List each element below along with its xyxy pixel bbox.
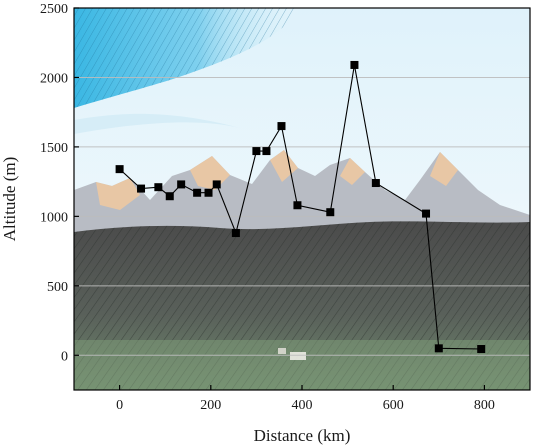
data-point	[165, 192, 174, 201]
x-tick-label: 800	[474, 398, 495, 413]
data-point	[231, 229, 240, 238]
x-tick-label: 0	[116, 398, 123, 413]
y-tick-label: 500	[47, 280, 68, 295]
y-tick-label: 0	[61, 349, 68, 364]
data-point	[434, 344, 443, 353]
x-tick-label: 400	[292, 398, 313, 413]
data-point	[177, 180, 186, 189]
x-axis-title: Distance (km)	[254, 426, 351, 445]
x-tick-label: 600	[383, 398, 404, 413]
data-point	[252, 147, 261, 156]
background-photo	[74, 8, 530, 390]
x-tick-label: 200	[200, 398, 221, 413]
data-point	[204, 188, 213, 197]
series-layer	[115, 60, 486, 354]
data-point	[326, 208, 335, 217]
y-tick-label: 2500	[40, 2, 68, 17]
data-point	[293, 201, 302, 210]
y-tick-label: 2000	[40, 71, 68, 86]
data-point	[115, 165, 124, 174]
data-point	[371, 179, 380, 188]
data-point	[262, 147, 271, 156]
data-point	[137, 184, 146, 193]
data-point	[277, 122, 286, 131]
y-axis-title: Altitude (m)	[0, 157, 19, 242]
data-point	[477, 345, 486, 354]
y-tick-label: 1000	[40, 210, 68, 225]
grid	[74, 76, 530, 356]
data-point	[350, 60, 359, 69]
data-point	[154, 183, 163, 192]
y-tick-label: 1500	[40, 141, 68, 156]
data-point	[212, 180, 221, 189]
data-point	[422, 209, 431, 218]
axes: 0 500 1000 1500 2000 2500 0 200 400 600 800	[40, 2, 495, 413]
data-point	[193, 188, 202, 197]
